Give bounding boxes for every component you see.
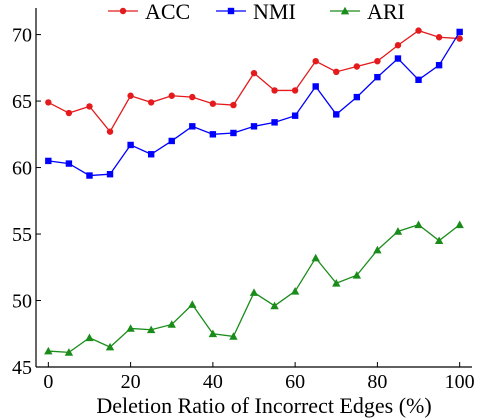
data-point-nmi [415,76,422,83]
data-point-ari [167,320,176,328]
data-point-ari [434,236,444,245]
y-tick-label: 55 [12,224,32,246]
data-point-acc [435,34,443,41]
data-point-nmi [127,141,134,149]
data-point-acc [250,69,258,77]
y-tick-label: 50 [12,291,32,313]
legend-marker-nmi [227,7,235,15]
data-point-nmi [353,93,361,101]
legend-label-ari: ARI [367,0,405,24]
data-point-acc [65,109,73,117]
series-acc [45,27,463,135]
data-point-ari [311,253,320,262]
data-point-acc [230,101,237,109]
data-point-acc [374,57,381,65]
data-point-nmi [312,83,319,90]
y-tick-label: 60 [12,158,32,180]
data-point-nmi [435,61,443,69]
data-point-acc [353,63,361,70]
data-point-ari [455,220,464,229]
y-ticks: 45 50 55 60 65 70 [12,25,41,379]
legend-item-acc: ACC [108,0,190,24]
data-point-ari [414,220,423,229]
data-point-acc [271,87,278,94]
y-tick-label: 70 [12,25,32,47]
data-point-acc [147,99,155,106]
data-point-ari [85,333,94,342]
legend-item-nmi: NMI [216,0,296,24]
x-tick-label: 0 [43,371,53,393]
series-ari [44,220,464,356]
data-point-nmi [333,111,340,118]
series-line-nmi [48,31,461,177]
data-point-acc [312,57,319,65]
y-tick-label: 65 [12,91,32,113]
data-point-nmi [65,160,73,167]
data-point-ari [146,325,156,334]
data-point-nmi [86,172,93,179]
x-tick-label: 80 [367,371,387,393]
series-layer [44,27,464,356]
data-point-nmi [456,28,463,36]
legend-marker-acc [119,7,127,15]
data-point-ari [105,342,115,351]
data-point-nmi [394,55,402,62]
data-point-acc [86,103,93,110]
data-point-acc [333,68,340,76]
data-point-nmi [147,151,155,158]
x-tick-label: 100 [445,371,475,393]
data-point-nmi [209,131,217,138]
legend-label-nmi: NMI [253,0,296,24]
legend-label-acc: ACC [145,0,190,24]
data-point-acc [415,27,422,34]
data-point-nmi [106,171,114,178]
data-point-ari [229,332,238,340]
data-point-nmi [250,123,258,130]
x-tick-label: 40 [203,371,223,393]
data-point-nmi [230,129,237,137]
data-point-acc [291,87,299,94]
data-point-nmi [271,119,278,126]
data-point-nmi [168,137,175,145]
data-point-ari [290,287,300,295]
data-point-nmi [189,123,196,130]
data-point-acc [209,100,217,107]
data-point-acc [168,92,175,99]
data-point-ari [332,279,341,287]
legend: ACC NMI ARI [108,0,405,24]
x-tick-label: 60 [285,371,305,393]
data-point-acc [394,42,402,49]
data-point-ari [249,288,259,296]
data-point-acc [456,35,463,42]
data-point-nmi [45,157,52,165]
legend-marker-ari [340,6,350,15]
data-point-ari [64,348,74,356]
axes [35,8,472,368]
data-point-acc [45,99,52,106]
data-point-acc [127,92,134,99]
data-point-ari [188,300,197,308]
x-axis-title: Deletion Ratio of Incorrect Edges (%) [96,393,431,418]
data-point-acc [189,93,196,101]
data-point-ari [208,329,218,338]
data-point-ari [373,245,382,254]
legend-item-ari: ARI [330,0,405,24]
x-ticks: 0 20 40 60 80 100 [43,362,475,393]
data-point-ari [352,271,362,279]
y-tick-label: 45 [12,357,32,379]
data-point-nmi [291,112,299,119]
series-nmi [45,28,463,179]
data-point-nmi [374,73,381,81]
data-point-ari [393,227,403,235]
data-point-acc [106,128,114,135]
data-point-ari [270,301,279,310]
data-point-ari [44,346,53,355]
x-tick-label: 20 [121,371,141,393]
data-point-ari [126,324,135,332]
